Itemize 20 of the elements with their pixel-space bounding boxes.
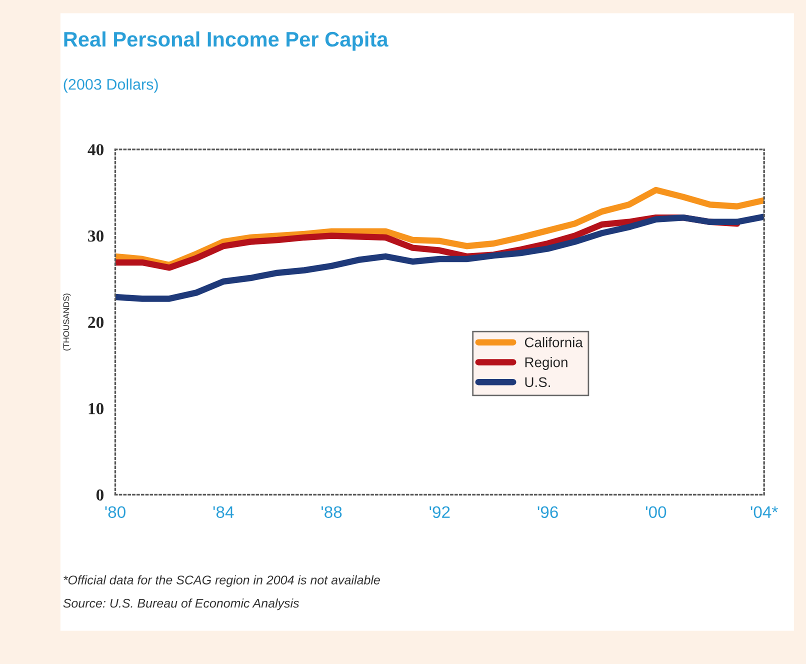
legend-label: U.S. — [525, 377, 550, 388]
x-tick-label: '92 — [430, 506, 450, 518]
x-tick-label: '88 — [322, 506, 342, 518]
chart-subtitle: (2003 Dollars) — [64, 78, 158, 93]
source-note: Source: U.S. Bureau of Economic Analysis — [63, 598, 300, 610]
y-tick-label: 20 — [88, 316, 104, 328]
text: *Official data for the SCAG region in 2004 is not available — [64, 575, 380, 587]
x-tick-label: '00 — [646, 506, 666, 518]
legend-label: California — [524, 337, 583, 348]
x-tick-label: '80 — [105, 506, 126, 518]
y-tick-label: 10 — [88, 403, 104, 414]
x-tick-label: '84 — [213, 506, 234, 518]
chart-title: Real Personal Income Per Capita — [64, 31, 388, 51]
y-tick-label: 30 — [88, 230, 104, 242]
x-tick-label: '04* — [750, 506, 778, 518]
y-tick-label: 40 — [88, 144, 104, 156]
y-tick-label: 0 — [96, 489, 104, 501]
x-tick-label: '96 — [538, 506, 558, 518]
legend-label: Region — [525, 357, 568, 370]
y-axis-title: (THOUSANDS) — [63, 294, 71, 350]
